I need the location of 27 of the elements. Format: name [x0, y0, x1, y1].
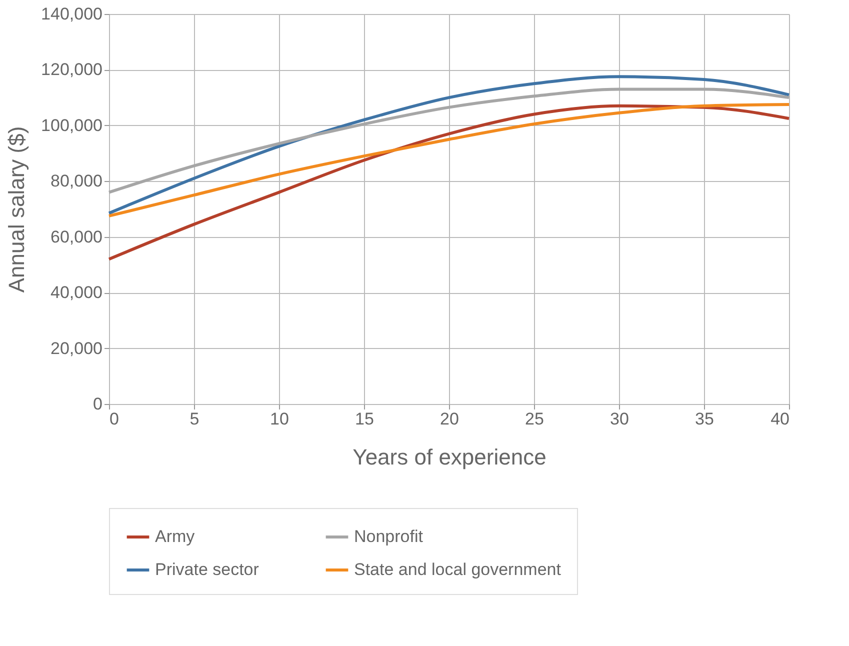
y-tick-label: 60,000 [50, 227, 102, 246]
line-series [108, 103, 790, 218]
legend-label: Private sector [155, 560, 260, 579]
x-tick-label: 5 [190, 410, 200, 428]
line-series [108, 104, 790, 261]
y-tick-label: 40,000 [50, 283, 102, 302]
y-tick-label: 100,000 [41, 116, 102, 135]
legend-label: Army [155, 527, 196, 546]
x-tick-label: 35 [695, 410, 714, 428]
y-tick-label: 0 [93, 394, 102, 414]
y-tick-label: 80,000 [50, 172, 102, 191]
x-tick-label: 0 [110, 410, 119, 428]
x-tick-label: 25 [525, 410, 544, 428]
x-axis-title: Years of experience [352, 444, 546, 470]
legend-label: State and local government [354, 560, 562, 579]
x-tick-label: 15 [355, 410, 374, 428]
y-tick-label: 20,000 [50, 338, 102, 358]
x-tick-label: 10 [270, 410, 289, 428]
x-tick-label: 40 [770, 410, 790, 428]
x-tick-label: 30 [610, 410, 629, 428]
line-series [108, 75, 790, 215]
x-tick-label: 20 [440, 410, 459, 428]
y-tick-label: 120,000 [41, 60, 102, 80]
line-series [108, 88, 790, 194]
y-axis-title: Annual salary ($) [4, 126, 30, 293]
y-tick-label: 140,000 [41, 4, 102, 24]
legend-label: Nonprofit [354, 527, 424, 546]
